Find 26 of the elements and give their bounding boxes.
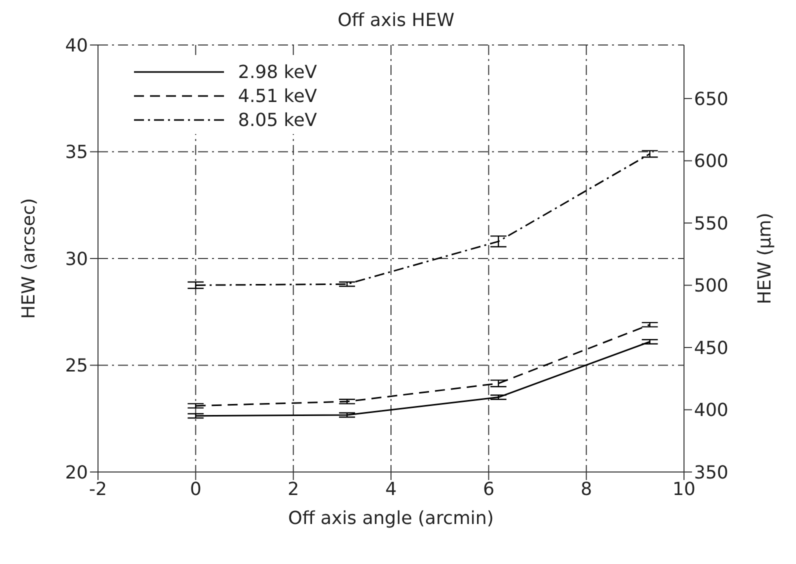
x-tick-label: -2 (89, 478, 107, 500)
y-tick-label: 20 (65, 462, 88, 484)
x-tick-label: 4 (385, 478, 397, 500)
y2-tick-label: 400 (694, 400, 728, 422)
legend-label: 8.05 keV (238, 110, 317, 130)
y2-tick-label: 450 (694, 338, 728, 359)
y2-axis-title: HEW (μm) (754, 212, 776, 304)
x-axis-title: Off axis angle (arcmin) (288, 508, 494, 529)
chart-title: Off axis HEW (336, 10, 456, 31)
legend-label: 4.51 keV (238, 86, 317, 106)
y2-tick-label: 500 (694, 276, 728, 297)
y-tick-label: 40 (65, 35, 88, 56)
legend-label: 2.98 keV (238, 62, 317, 82)
y-axis-title: HEW (arcsec) (18, 198, 40, 319)
y2-tick-label: 350 (694, 462, 728, 484)
x-tick-label: 2 (288, 478, 300, 500)
x-tick-label: 6 (482, 478, 494, 500)
x-tick-label: 0 (190, 478, 202, 500)
y2-tick-label: 550 (694, 213, 728, 234)
y-tick-label: 35 (65, 142, 88, 164)
y-tick-label: 25 (65, 356, 88, 377)
y-tick-label: 30 (65, 248, 88, 270)
x-tick-label: 10 (672, 478, 696, 500)
y2-tick-label: 600 (694, 151, 728, 172)
x-tick-label: 8 (580, 478, 592, 500)
y2-tick-label: 650 (694, 88, 728, 110)
